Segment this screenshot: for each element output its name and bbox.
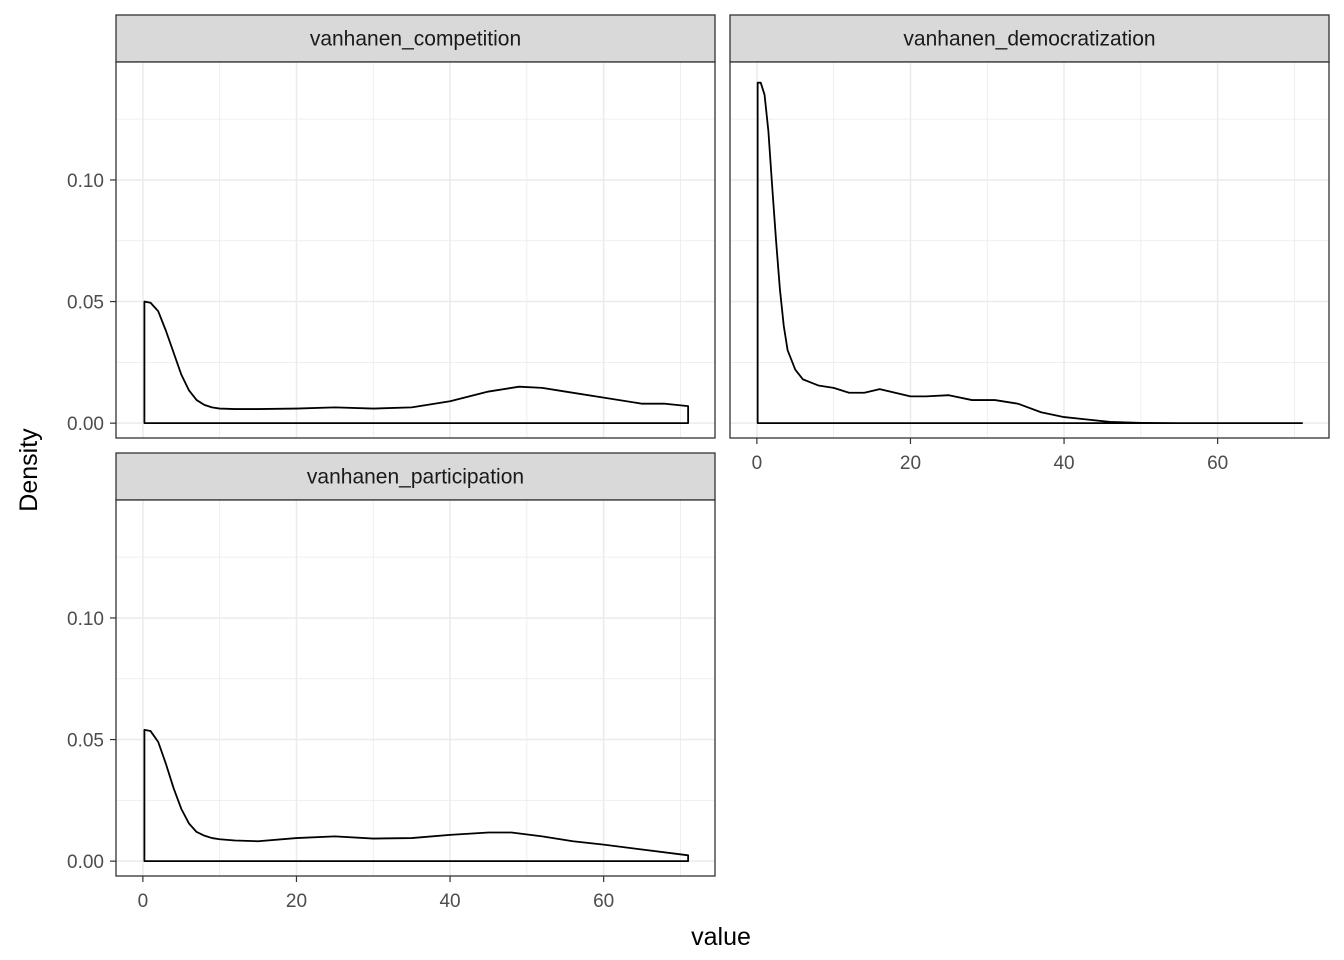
- density-curve-competition: [143, 300, 690, 425]
- strip-label-competition: vanhanen_competition: [310, 28, 521, 51]
- x-tick-label: 0: [752, 453, 763, 474]
- density-curve-democratization: [756, 81, 1304, 425]
- facet-competition: vanhanen_competition 0.00 0.05 0.10: [67, 14, 716, 439]
- facet-panels: vanhanen_competition0.000.050.10vanhanen…: [67, 14, 1330, 912]
- strip-competition: [115, 14, 716, 63]
- y-tick-label: 0.00: [67, 852, 104, 873]
- facet-democratization: vanhanen_democratization 0 20 40 60: [729, 14, 1330, 474]
- density-curve-participation: [143, 728, 690, 863]
- x-tick-label: 40: [439, 891, 460, 912]
- facet-participation: vanhanen_participation 0.00 0.05 0.10 0 20 40 6…: [67, 452, 716, 912]
- strip-participation: [115, 452, 716, 501]
- y-tick-label: 0.10: [67, 609, 104, 630]
- panel-background-democratization: [730, 62, 1329, 438]
- panel-background-participation: [116, 500, 715, 876]
- x-tick-label: 20: [900, 453, 921, 474]
- x-tick-label: 0: [138, 891, 149, 912]
- y-tick-label: 0.00: [67, 414, 104, 435]
- x-tick-label: 40: [1053, 453, 1074, 474]
- panel-border-democratization: [729, 61, 1330, 439]
- x-axis-title: value: [691, 923, 751, 951]
- y-tick-label: 0.05: [67, 293, 104, 314]
- strip-label-democratization: vanhanen_democratization: [903, 28, 1155, 51]
- strip-label-participation: vanhanen_participation: [307, 466, 524, 489]
- x-tick-label: 20: [286, 891, 307, 912]
- y-axis-title: Density: [15, 428, 43, 512]
- y-tick-label: 0.10: [67, 171, 104, 192]
- x-tick-label: 60: [593, 891, 614, 912]
- gridlines-competition: [116, 62, 715, 438]
- y-tick-label: 0.05: [67, 731, 104, 752]
- panel-border-competition: [115, 61, 716, 439]
- panel-background-competition: [116, 62, 715, 438]
- x-tick-label: 60: [1207, 453, 1228, 474]
- strip-democratization: [729, 14, 1330, 63]
- panel-border-participation: [115, 499, 716, 877]
